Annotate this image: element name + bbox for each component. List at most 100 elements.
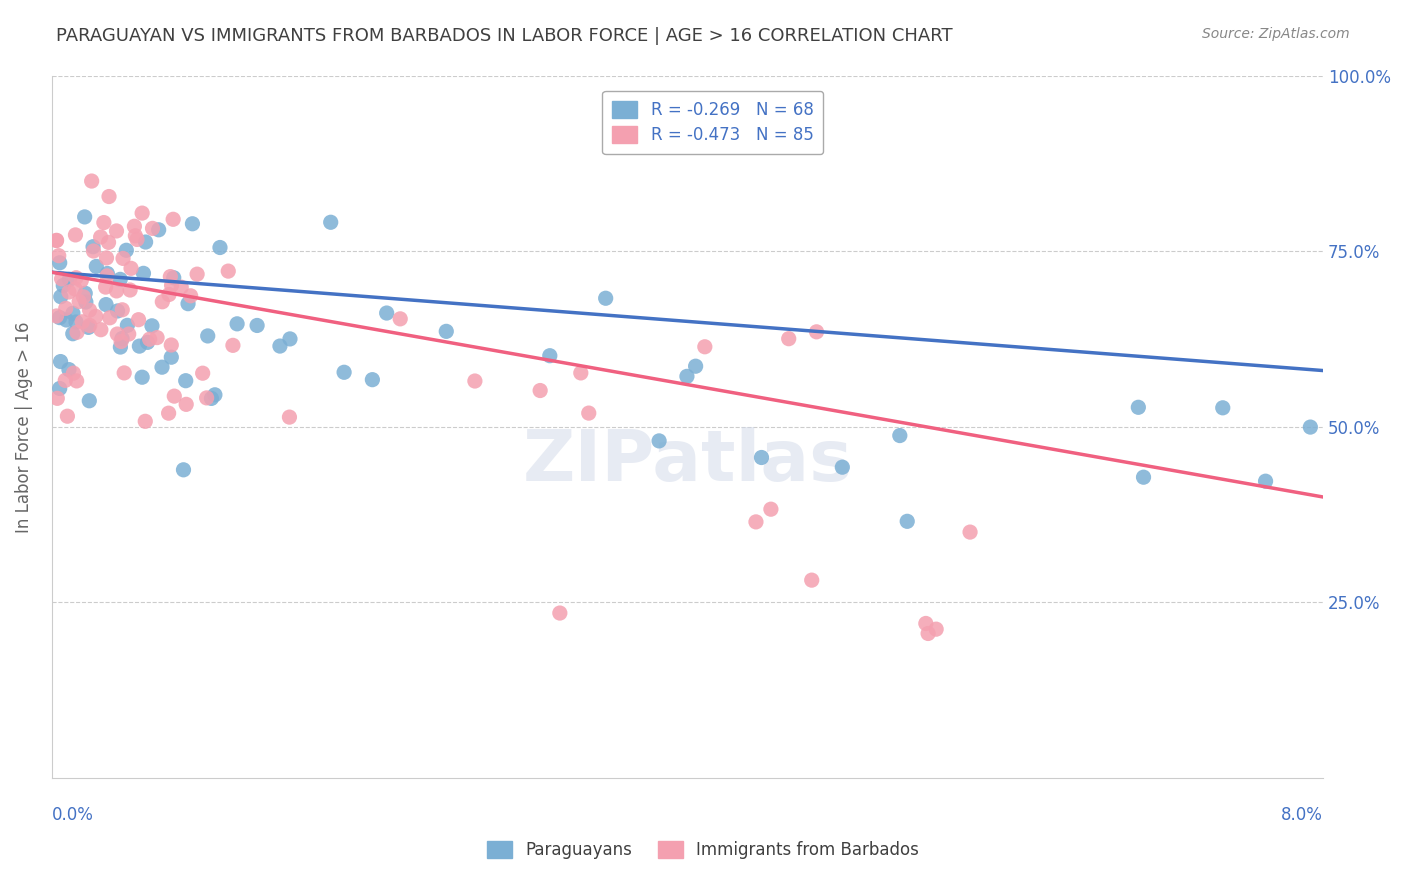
- Point: [90, 230, 112, 244]
- Point: [98, 189, 121, 203]
- Point: [96, 268, 118, 283]
- Point: [197, 329, 219, 343]
- Point: [107, 304, 129, 318]
- Point: [146, 330, 169, 344]
- Point: [98, 310, 121, 325]
- Point: [180, 289, 202, 303]
- Point: [917, 626, 939, 640]
- Point: [831, 460, 853, 475]
- Point: [65, 227, 87, 242]
- Point: [889, 428, 911, 442]
- Point: [135, 235, 157, 249]
- Text: 0.0%: 0.0%: [52, 806, 94, 824]
- Point: [389, 311, 412, 326]
- Point: [157, 287, 180, 301]
- Point: [569, 366, 592, 380]
- Point: [111, 302, 134, 317]
- Point: [120, 261, 142, 276]
- Point: [96, 251, 118, 265]
- Point: [58, 362, 80, 376]
- Point: [319, 215, 342, 229]
- Point: [56, 409, 79, 424]
- Point: [77, 320, 100, 334]
- Point: [45, 309, 67, 323]
- Point: [150, 360, 173, 375]
- Point: [1132, 470, 1154, 484]
- Point: [136, 335, 159, 350]
- Point: [745, 515, 768, 529]
- Point: [181, 217, 204, 231]
- Point: [160, 278, 183, 293]
- Point: [46, 392, 69, 406]
- Point: [96, 267, 118, 281]
- Point: [200, 392, 222, 406]
- Point: [217, 264, 239, 278]
- Point: [65, 270, 87, 285]
- Point: [464, 374, 486, 388]
- Point: [82, 240, 104, 254]
- Point: [70, 315, 93, 329]
- Point: [595, 291, 617, 305]
- Text: Source: ZipAtlas.com: Source: ZipAtlas.com: [1202, 27, 1350, 41]
- Point: [361, 373, 384, 387]
- Point: [959, 525, 981, 540]
- Legend: Paraguayans, Immigrants from Barbados: Paraguayans, Immigrants from Barbados: [481, 834, 925, 866]
- Point: [141, 318, 163, 333]
- Point: [53, 373, 76, 387]
- Point: [778, 332, 800, 346]
- Point: [278, 332, 301, 346]
- Point: [162, 212, 184, 227]
- Point: [759, 502, 782, 516]
- Point: [1299, 420, 1322, 434]
- Text: ZIPatlas: ZIPatlas: [523, 427, 852, 496]
- Point: [269, 339, 291, 353]
- Point: [208, 240, 231, 254]
- Point: [150, 294, 173, 309]
- Point: [160, 338, 183, 352]
- Point: [128, 339, 150, 353]
- Y-axis label: In Labor Force | Age > 16: In Labor Force | Age > 16: [15, 321, 32, 533]
- Point: [124, 228, 146, 243]
- Point: [170, 280, 193, 294]
- Point: [578, 406, 600, 420]
- Point: [278, 410, 301, 425]
- Point: [375, 306, 398, 320]
- Point: [174, 374, 197, 388]
- Point: [67, 294, 90, 309]
- Point: [141, 221, 163, 235]
- Point: [112, 252, 135, 266]
- Point: [105, 224, 128, 238]
- Point: [75, 286, 97, 301]
- Point: [108, 272, 131, 286]
- Point: [115, 244, 138, 258]
- Point: [1212, 401, 1234, 415]
- Point: [134, 414, 156, 428]
- Point: [51, 272, 73, 286]
- Point: [62, 306, 84, 320]
- Point: [94, 297, 117, 311]
- Point: [84, 310, 107, 324]
- Point: [75, 295, 97, 310]
- Point: [62, 366, 84, 380]
- Point: [159, 269, 181, 284]
- Point: [204, 388, 226, 402]
- Point: [55, 301, 77, 316]
- Point: [226, 317, 249, 331]
- Point: [62, 326, 84, 341]
- Point: [125, 232, 148, 246]
- Point: [65, 315, 87, 329]
- Point: [72, 290, 94, 304]
- Text: 8.0%: 8.0%: [1281, 806, 1323, 824]
- Point: [800, 573, 823, 587]
- Point: [73, 210, 96, 224]
- Point: [434, 324, 457, 338]
- Point: [48, 249, 70, 263]
- Point: [48, 310, 70, 325]
- Point: [222, 338, 245, 352]
- Point: [111, 332, 134, 346]
- Point: [191, 366, 214, 380]
- Point: [66, 326, 89, 340]
- Point: [65, 374, 87, 388]
- Point: [105, 326, 128, 341]
- Point: [79, 303, 101, 318]
